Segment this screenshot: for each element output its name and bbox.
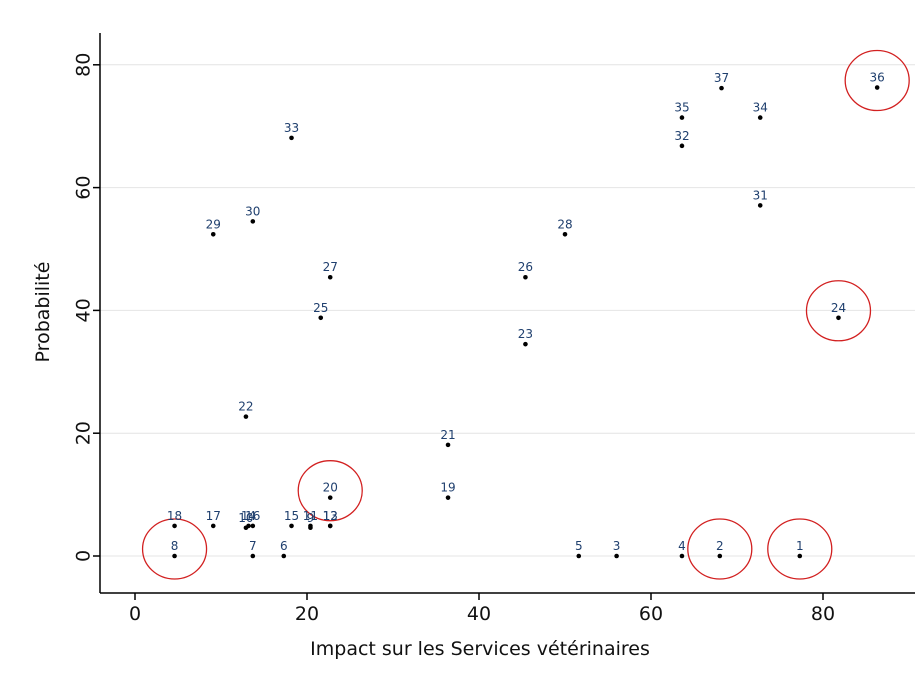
x-tick-label: 60 — [639, 603, 663, 625]
point-label-5: 5 — [575, 539, 583, 553]
point-label-14: 14 — [241, 509, 256, 523]
point-label-27: 27 — [323, 260, 338, 274]
point-label-25: 25 — [313, 301, 328, 315]
point-label-36: 36 — [870, 71, 885, 85]
point-label-35: 35 — [674, 101, 689, 115]
data-point-26 — [523, 274, 528, 280]
point-label-13: 13 — [323, 509, 338, 523]
gridlines — [100, 64, 915, 557]
data-point-22 — [243, 414, 249, 419]
point-label-1: 1 — [796, 539, 804, 553]
highlight-circle-24 — [805, 280, 872, 342]
point-label-6: 6 — [280, 539, 288, 553]
point-label-7: 7 — [249, 539, 257, 553]
data-point-28 — [562, 231, 568, 237]
point-label-20: 20 — [323, 481, 338, 495]
data-point-20 — [327, 495, 333, 500]
point-label-28: 28 — [557, 217, 572, 231]
data-point-1 — [797, 553, 803, 559]
plot-area — [100, 33, 915, 593]
data-point-36 — [874, 85, 880, 90]
x-tick-label: 40 — [467, 603, 491, 625]
point-label-2: 2 — [716, 539, 724, 553]
point-label-31: 31 — [753, 188, 768, 202]
data-point-25 — [318, 315, 324, 321]
y-axis-title: Probabilité — [32, 262, 54, 363]
point-label-11: 11 — [303, 509, 318, 523]
point-label-22: 22 — [238, 400, 253, 414]
data-point-4 — [679, 553, 685, 559]
y-axis-ticks: 0 20 40 60 80 — [73, 53, 100, 562]
x-axis-ticks: 0 20 40 60 80 — [129, 593, 835, 625]
point-label-10: 10 — [238, 511, 253, 525]
data-point-11 — [308, 523, 313, 529]
data-point-15 — [289, 523, 294, 529]
data-point-31 — [757, 203, 763, 208]
point-label-33: 33 — [284, 121, 299, 135]
highlight-circle-20 — [297, 460, 363, 522]
point-label-34: 34 — [753, 101, 768, 115]
y-tick-label: 20 — [73, 421, 95, 445]
point-label-15: 15 — [284, 509, 299, 523]
point-label-30: 30 — [245, 204, 260, 218]
data-point-34 — [757, 115, 763, 120]
point-label-17: 17 — [206, 509, 221, 523]
data-point-7 — [250, 553, 256, 559]
point-label-12: 12 — [323, 509, 338, 523]
point-label-21: 21 — [440, 428, 455, 442]
point-label-19: 19 — [440, 481, 455, 495]
data-point-24 — [836, 315, 841, 321]
point-label-32: 32 — [674, 129, 689, 143]
data-point-23 — [523, 341, 528, 347]
data-points — [172, 85, 880, 559]
data-point-13 — [327, 523, 333, 529]
point-label-4: 4 — [678, 539, 686, 553]
highlight-circle-36 — [844, 49, 910, 112]
data-point-17 — [210, 523, 216, 529]
data-point-3 — [614, 553, 619, 559]
point-label-8: 8 — [171, 539, 179, 553]
point-label-3: 3 — [613, 539, 621, 553]
highlight-circles — [141, 49, 910, 580]
highlight-circle-1 — [767, 518, 833, 580]
y-tick-label: 40 — [73, 298, 95, 322]
y-tick-label: 80 — [73, 53, 95, 77]
point-label-18: 18 — [167, 509, 182, 523]
data-point-29 — [210, 231, 216, 237]
highlight-circle-2 — [687, 518, 753, 580]
point-label-29: 29 — [206, 217, 221, 231]
x-tick-label: 0 — [129, 603, 141, 625]
data-point-30 — [250, 219, 256, 224]
data-point-2 — [717, 553, 723, 559]
point-label-37: 37 — [714, 71, 729, 85]
point-label-26: 26 — [518, 260, 533, 274]
data-point-21 — [445, 442, 451, 448]
point-label-9: 9 — [307, 511, 315, 525]
data-point-18 — [172, 523, 177, 529]
point-label-24: 24 — [831, 301, 846, 315]
x-tick-label: 20 — [295, 603, 319, 625]
data-point-8 — [172, 553, 177, 559]
data-point-37 — [719, 85, 724, 91]
x-axis-title: Impact sur les Services vétérinaires — [310, 638, 650, 660]
data-point-27 — [327, 274, 333, 280]
data-point-32 — [679, 143, 685, 149]
data-point-35 — [679, 115, 685, 120]
point-label-23: 23 — [518, 327, 533, 341]
data-point-14 — [246, 523, 251, 529]
data-point-6 — [281, 553, 287, 559]
point-label-16: 16 — [245, 509, 260, 523]
data-point-16 — [250, 523, 256, 529]
data-point-5 — [576, 553, 582, 559]
highlight-circle-8 — [141, 518, 208, 580]
y-tick-label: 0 — [73, 550, 95, 562]
data-point-19 — [445, 495, 451, 500]
y-tick-label: 60 — [73, 176, 95, 200]
x-tick-label: 80 — [811, 603, 835, 625]
data-point-33 — [289, 135, 294, 141]
